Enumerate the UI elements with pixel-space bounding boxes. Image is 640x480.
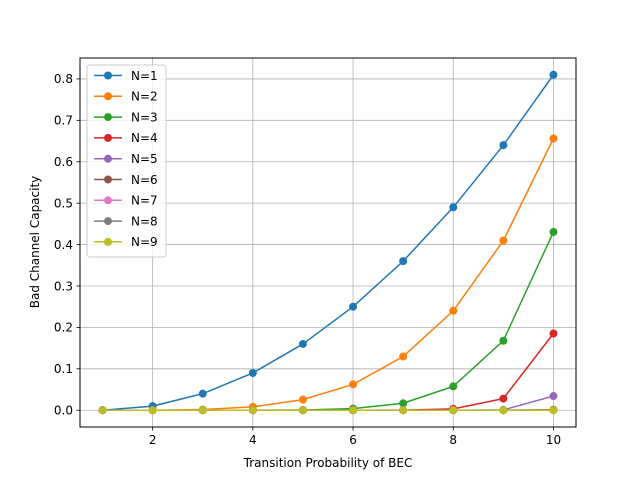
data-point bbox=[499, 236, 508, 245]
data-point bbox=[349, 406, 358, 415]
legend-swatch-marker bbox=[104, 71, 112, 80]
data-point bbox=[549, 70, 558, 79]
y-tick-label: 0.8 bbox=[54, 72, 73, 86]
legend-item: N=4 bbox=[94, 131, 158, 145]
legend-label: N=7 bbox=[131, 194, 158, 208]
plot-frame bbox=[79, 57, 577, 428]
series-layer bbox=[98, 70, 558, 415]
data-point bbox=[499, 141, 508, 150]
legend-item: N=7 bbox=[94, 194, 158, 208]
y-axis-label: Bad Channel Capacity bbox=[28, 176, 42, 309]
x-tick-label: 2 bbox=[149, 433, 157, 447]
y-tick-label: 0.5 bbox=[54, 196, 73, 210]
legend-swatch-marker bbox=[104, 217, 112, 226]
data-point bbox=[148, 406, 157, 415]
data-point bbox=[449, 306, 458, 315]
y-tick-label: 0.7 bbox=[54, 114, 73, 128]
data-point bbox=[499, 336, 508, 345]
x-tick-label: 4 bbox=[249, 433, 257, 447]
data-point bbox=[549, 392, 558, 401]
legend-label: N=3 bbox=[131, 110, 158, 124]
legend-swatch-marker bbox=[104, 92, 112, 101]
data-point bbox=[298, 406, 307, 415]
y-tick-label: 0.3 bbox=[54, 279, 73, 293]
data-point bbox=[399, 399, 408, 408]
y-tick-label: 0.4 bbox=[54, 238, 73, 252]
legend-item: N=9 bbox=[94, 235, 158, 249]
data-point bbox=[549, 329, 558, 338]
data-point bbox=[298, 395, 307, 404]
data-point bbox=[449, 203, 458, 212]
legend-item: N=5 bbox=[94, 152, 158, 166]
data-point bbox=[449, 382, 458, 391]
data-point bbox=[248, 406, 257, 415]
legend-item: N=1 bbox=[94, 69, 158, 83]
legend-swatch-marker bbox=[104, 196, 112, 205]
legend-item: N=3 bbox=[94, 110, 158, 124]
data-point bbox=[399, 352, 408, 361]
x-axis-label: Transition Probability of BEC bbox=[243, 456, 413, 470]
legend-swatch-marker bbox=[104, 113, 112, 122]
data-point bbox=[499, 406, 508, 415]
legend-label: N=8 bbox=[131, 214, 158, 228]
data-point bbox=[399, 257, 408, 266]
data-point bbox=[248, 368, 257, 377]
legend-label: N=6 bbox=[131, 173, 158, 187]
y-tick-label: 0.0 bbox=[54, 404, 73, 418]
legend-label: N=2 bbox=[131, 90, 158, 104]
data-point bbox=[298, 339, 307, 348]
legend-swatch-marker bbox=[104, 154, 112, 163]
legend: N=1 N=2 N=3 N=4 N=5 N=6 N=7 N=8 N=9 bbox=[86, 64, 167, 258]
legend-swatch-marker bbox=[104, 237, 112, 246]
series-line bbox=[102, 74, 555, 411]
legend-swatch-marker bbox=[104, 175, 112, 184]
data-point bbox=[499, 394, 508, 403]
axis-ticks: 2 4 6 8 10 0.0 0.1 0.2 0.3 0.4 0.5 0.6 0.7 0.8 bbox=[54, 72, 561, 447]
legend-label: N=9 bbox=[131, 235, 158, 249]
data-point bbox=[399, 406, 408, 415]
data-point bbox=[198, 406, 207, 415]
data-point bbox=[349, 380, 358, 389]
data-point bbox=[549, 406, 558, 415]
data-point bbox=[549, 227, 558, 236]
y-tick-label: 0.1 bbox=[54, 362, 73, 376]
data-point bbox=[98, 406, 107, 415]
legend-label: N=4 bbox=[131, 131, 158, 145]
data-point bbox=[549, 134, 558, 143]
grid bbox=[80, 58, 576, 427]
legend-label: N=1 bbox=[131, 69, 158, 83]
data-point bbox=[198, 389, 207, 398]
y-tick-label: 0.6 bbox=[54, 155, 73, 169]
legend-box bbox=[86, 64, 167, 258]
series-1 bbox=[98, 70, 558, 415]
x-tick-label: 10 bbox=[546, 433, 561, 447]
data-point bbox=[449, 406, 458, 415]
data-point bbox=[349, 302, 358, 311]
legend-item: N=6 bbox=[94, 173, 158, 187]
legend-swatch-marker bbox=[104, 133, 112, 142]
legend-item: N=2 bbox=[94, 90, 158, 104]
legend-item: N=8 bbox=[94, 214, 158, 228]
x-tick-label: 8 bbox=[449, 433, 457, 447]
legend-label: N=5 bbox=[131, 152, 158, 166]
series-9 bbox=[98, 406, 558, 415]
y-tick-label: 0.2 bbox=[54, 321, 73, 335]
x-tick-label: 6 bbox=[349, 433, 357, 447]
